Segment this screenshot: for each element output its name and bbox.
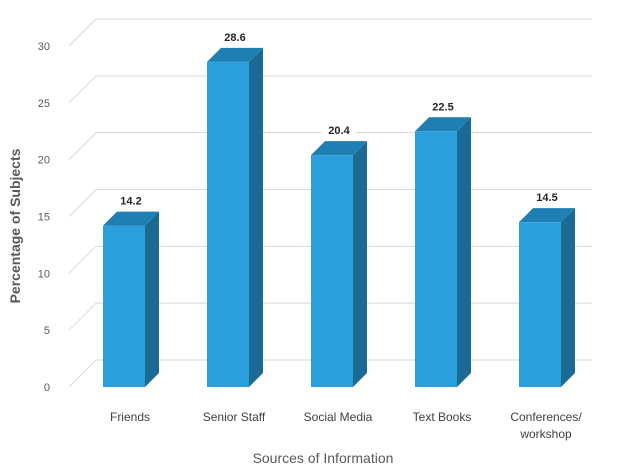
y-tick-label: 15 xyxy=(38,212,50,224)
bar-top xyxy=(207,47,263,62)
bar-top xyxy=(519,208,575,223)
bar-side xyxy=(353,141,367,387)
bar xyxy=(207,47,263,388)
bars xyxy=(103,47,575,388)
gridline xyxy=(68,18,592,47)
bar-front xyxy=(311,155,353,387)
bar-side xyxy=(561,208,575,387)
y-tick-label: 30 xyxy=(38,41,50,53)
data-label: 22.5 xyxy=(432,101,453,113)
data-label-bg xyxy=(530,190,564,205)
y-tick-label: 0 xyxy=(44,382,50,394)
x-category-label: Social Media xyxy=(304,410,373,424)
data-label: 14.2 xyxy=(120,196,141,208)
y-axis-title: Percentage of Subjects xyxy=(7,148,23,303)
data-label-bg xyxy=(322,123,356,138)
gridlines xyxy=(68,18,592,388)
data-labels: 14.2 28.6 20.4 22.5 14.5 xyxy=(114,29,564,208)
y-tick-label: 25 xyxy=(38,98,50,110)
bar-side xyxy=(457,117,471,387)
x-axis-title: Sources of Information xyxy=(253,450,394,466)
x-category-label: Friends xyxy=(110,410,150,424)
bar-front xyxy=(415,131,457,387)
bar-side xyxy=(249,47,263,388)
x-category-label: Conferences/workshop xyxy=(510,410,582,441)
bar-top xyxy=(103,211,159,226)
data-label-bg xyxy=(114,193,148,208)
gridline xyxy=(68,75,592,104)
y-axis-ticks: 0 5 10 15 20 25 30 xyxy=(38,41,50,394)
data-label: 20.4 xyxy=(328,125,350,137)
y-tick-label: 20 xyxy=(38,155,50,167)
bar-front xyxy=(103,225,145,387)
bar xyxy=(311,141,367,387)
data-label: 14.5 xyxy=(536,192,557,204)
data-label-bg xyxy=(426,99,460,114)
x-category-label: Text Books xyxy=(413,410,472,424)
bar xyxy=(415,117,471,387)
x-category-label: Senior Staff xyxy=(203,410,266,424)
bar-side xyxy=(145,211,159,387)
bar-front xyxy=(519,222,561,387)
bar-top xyxy=(415,117,471,132)
x-axis-categories: Friends Senior Staff Social Media Text Book… xyxy=(110,410,582,441)
data-label: 28.6 xyxy=(224,32,245,44)
y-tick-label: 10 xyxy=(38,268,50,280)
data-label-bg xyxy=(218,29,252,44)
bar xyxy=(103,211,159,387)
bar-top xyxy=(311,141,367,156)
bar xyxy=(519,208,575,387)
y-tick-label: 5 xyxy=(44,325,50,337)
bar-front xyxy=(207,61,249,388)
